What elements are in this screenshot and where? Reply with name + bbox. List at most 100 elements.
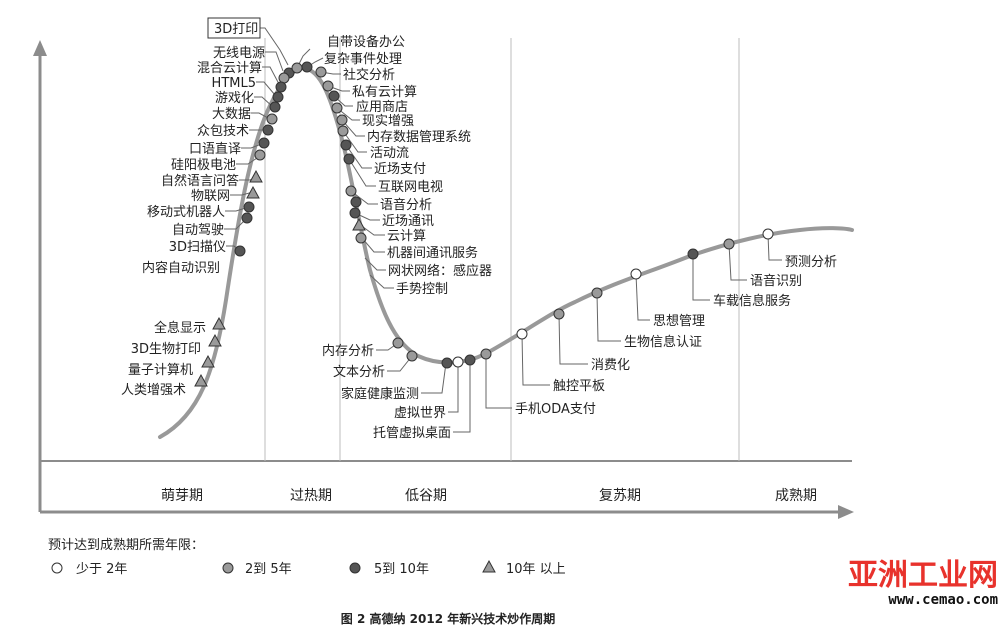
watermark: 亚洲工业网 www.cemao.com xyxy=(848,558,998,608)
legend-under-two-icon xyxy=(51,562,63,574)
marker-crowdsourcing xyxy=(262,124,274,136)
marker-human-aug xyxy=(194,373,208,387)
marker-cloud xyxy=(350,196,362,208)
y-axis-arrow-icon xyxy=(33,40,47,56)
marker-nl-qa xyxy=(249,169,263,183)
label-speech-analytics: 语音分析 xyxy=(380,197,432,213)
legend-two-to-five-icon xyxy=(222,562,234,574)
label-byod: 自带设备办公 xyxy=(327,34,405,50)
legend-two-to-five-label: 2到 5年 xyxy=(245,562,292,577)
marker-mesh-sensors xyxy=(355,232,367,244)
label-imdbms: 内存数据管理系统 xyxy=(367,129,471,145)
marker-virtual-worlds xyxy=(452,356,464,368)
label-augmented-reality: 现实增强 xyxy=(362,114,414,129)
marker-hybrid-cloud xyxy=(275,81,287,93)
legend-under-two-label: 少于 2年 xyxy=(76,562,127,577)
phase-plateau: 成熟期 xyxy=(775,488,817,504)
leader-lines xyxy=(224,27,782,433)
legend-over-ten-label: 10年 以上 xyxy=(506,562,566,577)
marker-social-analytics xyxy=(315,66,327,78)
marker-wireless-power xyxy=(278,72,290,84)
x-axis-arrow-icon xyxy=(838,505,854,519)
marker-mobile-robots xyxy=(243,201,255,213)
label-biometric: 生物信息认证 xyxy=(624,334,702,350)
label-quantum: 量子计算机 xyxy=(128,363,193,378)
marker-imdbms xyxy=(336,114,348,126)
marker-silicon-anode xyxy=(254,149,266,161)
label-gamification: 游戏化 xyxy=(215,91,254,106)
label-iot: 物联网 xyxy=(191,189,230,204)
marker-quantum xyxy=(201,354,215,368)
marker-3d-scanner xyxy=(234,245,246,257)
marker-speech-translation xyxy=(258,137,270,149)
label-activity-streams: 活动流 xyxy=(370,146,409,161)
marker-m2m xyxy=(352,217,366,231)
label-html5: HTML5 xyxy=(212,76,256,91)
label-nl-qa: 自然语言问答 xyxy=(161,173,239,189)
phase-trigger: 萌芽期 xyxy=(161,488,203,504)
label-3d-printing: 3D打印 xyxy=(214,22,258,37)
label-virtual-worlds: 虚拟世界 xyxy=(394,406,446,421)
watermark-brand: 亚洲工业网 xyxy=(848,558,998,593)
marker-3d-bioprint xyxy=(208,333,222,347)
marker-byod xyxy=(291,62,303,74)
label-telematics: 车载信息服务 xyxy=(713,293,791,309)
label-cep: 复杂事件处理 xyxy=(324,52,402,67)
label-consumerization: 消费化 xyxy=(591,358,630,373)
marker-consumerization xyxy=(553,308,565,320)
label-gesture-control: 手势控制 xyxy=(396,281,448,297)
marker-mobile-oda xyxy=(480,348,492,360)
marker-autonomous xyxy=(241,212,253,224)
marker-biometric xyxy=(591,287,603,299)
label-predictive: 预测分析 xyxy=(785,255,837,270)
legend-five-to-ten-icon xyxy=(349,562,361,574)
label-app-store: 应用商店 xyxy=(356,99,408,115)
marker-nfc xyxy=(349,207,361,219)
label-m2m: 机器间通讯服务 xyxy=(387,245,478,261)
label-human-aug: 人类增强术 xyxy=(121,383,186,398)
label-nfc-payment: 近场支付 xyxy=(374,162,426,177)
label-mesh-sensors: 网状网络：感应器 xyxy=(388,263,492,279)
phase-dividers xyxy=(264,38,740,461)
hype-curve xyxy=(158,65,854,439)
marker-speech-recognition xyxy=(723,238,735,250)
axes xyxy=(33,40,854,519)
phase-labels: 萌芽期 过热期 低谷期 复苏期 成熟期 xyxy=(161,487,817,504)
marker-tablets xyxy=(516,328,528,340)
label-crowdsourcing: 众包技术 xyxy=(197,124,249,139)
marker-home-health xyxy=(441,357,453,369)
legend-five-to-ten-label: 5到 10年 xyxy=(374,562,429,577)
marker-activity-streams xyxy=(337,125,349,137)
marker-private-cloud xyxy=(322,80,334,92)
marker-augmented-reality xyxy=(331,102,343,114)
marker-html5 xyxy=(272,91,284,103)
label-idea-management: 思想管理 xyxy=(653,313,705,329)
label-internet-tv: 互联网电视 xyxy=(378,180,443,195)
marker-nfc-payment xyxy=(340,139,352,151)
label-silicon-anode: 硅阳极电池 xyxy=(171,158,236,173)
label-cloud: 云计算 xyxy=(387,229,426,244)
marker-idea-management xyxy=(630,268,642,280)
label-speech-translation: 口语直译 xyxy=(189,142,241,157)
label-wireless-power: 无线电源 xyxy=(213,46,265,61)
marker-speech-analytics xyxy=(345,185,357,197)
legend-title: 预计达到成熟期所需年限： xyxy=(48,537,204,553)
watermark-url: www.cemao.com xyxy=(888,592,998,608)
marker-internet-tv xyxy=(343,153,355,165)
label-private-cloud: 私有云计算 xyxy=(352,85,417,100)
marker-predictive xyxy=(762,228,774,240)
tech-labels: 3D打印 无线电源 混合云计算 HTML5 游戏化 大数据 众包技术 口语直译 … xyxy=(121,22,837,441)
marker-app-store xyxy=(328,90,340,102)
label-3d-bioprint: 3D生物打印 xyxy=(131,342,201,357)
label-home-health: 家庭健康监测 xyxy=(341,386,419,402)
marker-text-analytics xyxy=(406,350,418,362)
label-3d-scanner: 3D扫描仪 xyxy=(169,240,226,255)
marker-in-memory-analytics xyxy=(392,337,404,349)
marker-holographic xyxy=(212,316,226,330)
label-speech-recognition: 语音识别 xyxy=(750,273,802,289)
label-mobile-oda: 手机ODA支付 xyxy=(515,402,596,417)
marker-hosted-vdi xyxy=(464,354,476,366)
label-social-analytics: 社交分析 xyxy=(343,67,395,83)
marker-iot xyxy=(246,185,260,199)
highlight-box xyxy=(207,17,261,39)
